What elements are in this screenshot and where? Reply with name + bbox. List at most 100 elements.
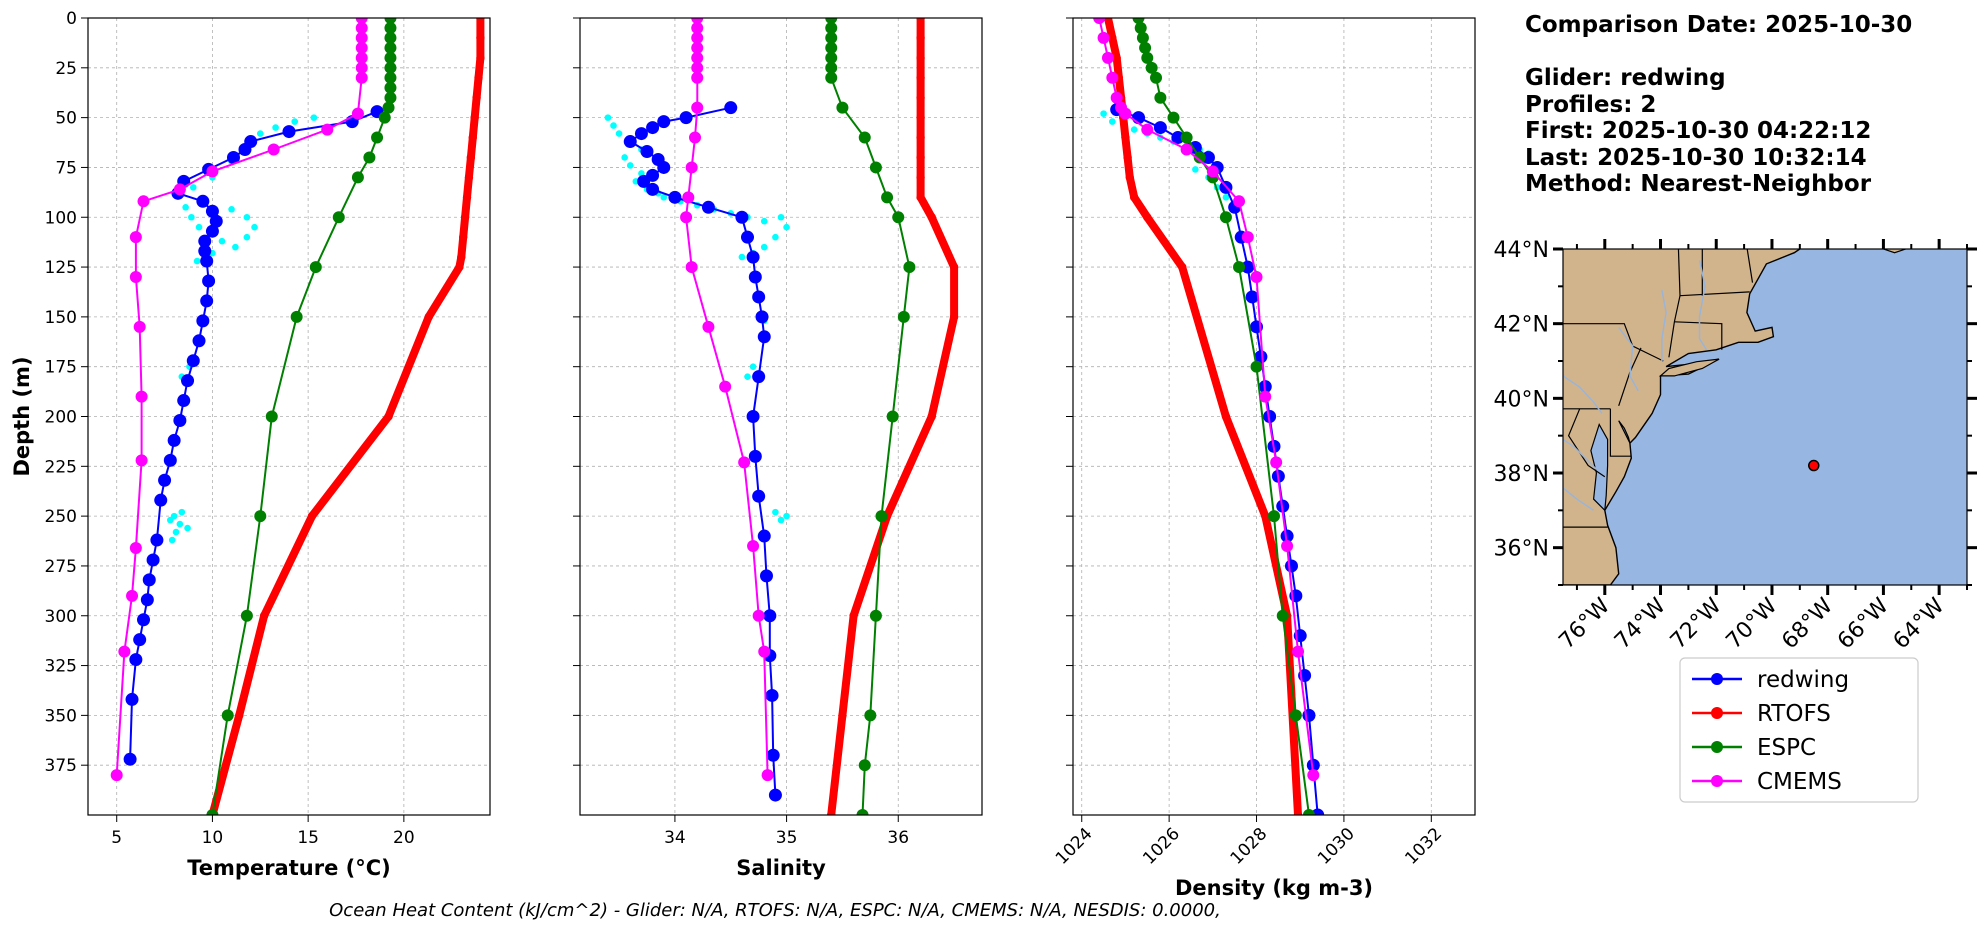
map-lon-label: 68°W: [1777, 593, 1838, 654]
data-point-CMEMS: [1281, 540, 1294, 553]
first-time: First: 2025-10-30 04:22:12: [1525, 118, 1872, 144]
data-point-CMEMS: [702, 320, 715, 333]
panel-salinity: 34 35 36 Salinity: [573, 17, 983, 880]
raw-point: [167, 516, 174, 524]
data-point-ESPC: [1289, 709, 1302, 722]
raw-point: [749, 363, 757, 370]
data-point-redwing: [1280, 529, 1294, 543]
data-point-CMEMS: [1292, 645, 1305, 658]
raw-point: [615, 130, 623, 137]
data-point-RTOFS: [459, 232, 468, 242]
data-point-RTOFS: [1178, 262, 1187, 272]
data-point-CMEMS: [135, 454, 148, 467]
data-point-ESPC: [1302, 809, 1315, 815]
data-point-RTOFS: [916, 113, 925, 122]
data-point-ESPC: [382, 101, 395, 114]
data-point-ESPC: [864, 709, 877, 722]
map-frame: [1562, 248, 1968, 586]
x-axis-label: Temperature (°C): [187, 856, 390, 880]
data-point-redwing: [205, 224, 219, 238]
data-point-redwing: [640, 144, 654, 158]
axes-frame: [87, 17, 491, 816]
raw-point: [251, 223, 258, 231]
raw-point: [772, 233, 779, 241]
legend-label-CMEMS: CMEMS: [1757, 769, 1842, 795]
data-point-CMEMS: [118, 645, 131, 658]
map-lon-label: 70°W: [1722, 593, 1783, 654]
y-tick-label: 300: [45, 607, 77, 627]
data-point-RTOFS: [849, 611, 858, 620]
raw-point: [188, 213, 195, 221]
data-point-redwing: [679, 111, 693, 125]
data-point-ESPC: [1141, 51, 1154, 64]
y-tick-label: 100: [45, 208, 77, 228]
raw-point: [1192, 166, 1199, 173]
y-tick-label: 350: [45, 706, 77, 726]
data-point-redwing: [196, 314, 210, 328]
nova-scotia: [1882, 249, 1908, 254]
state-border: [1609, 408, 1632, 457]
ohc-footer: Ocean Heat Content (kJ/cm^2) - Glider: N…: [329, 900, 1221, 921]
map-lon-label: 76°W: [1554, 593, 1615, 654]
data-point-ESPC: [221, 709, 234, 722]
raw-point: [310, 114, 318, 121]
data-point-RTOFS: [476, 53, 485, 63]
delaware-bay: [1618, 420, 1631, 444]
data-point-RTOFS: [457, 252, 466, 262]
data-point-ESPC: [858, 759, 871, 772]
data-point-RTOFS: [259, 611, 269, 620]
data-point-redwing: [646, 182, 660, 196]
data-point-RTOFS: [384, 412, 393, 421]
legend-label-RTOFS: RTOFS: [1757, 701, 1831, 727]
profiles-count: Profiles: 2: [1525, 91, 1657, 118]
data-point-redwing: [1153, 121, 1167, 135]
data-point-ESPC: [886, 410, 899, 423]
long-island: [1658, 358, 1720, 377]
data-point-CMEMS: [691, 41, 704, 54]
x-tick-label: 1030: [1314, 824, 1359, 869]
raw-point: [777, 516, 785, 524]
x-tick-label: 34: [664, 828, 686, 848]
data-point-RTOFS: [1103, 18, 1113, 23]
data-point-RTOFS: [927, 412, 936, 421]
data-point-ESPC: [825, 41, 838, 54]
data-point-CMEMS: [1206, 165, 1219, 178]
data-point-ESPC: [1139, 41, 1152, 54]
legend-label-ESPC: ESPC: [1757, 735, 1816, 761]
plot-area-salinity: [604, 18, 959, 815]
data-point-redwing: [646, 121, 660, 135]
data-point-CMEMS: [1180, 143, 1193, 156]
data-point-RTOFS: [916, 133, 925, 142]
data-point-RTOFS: [235, 711, 244, 720]
data-point-ESPC: [332, 211, 345, 224]
data-point-ESPC: [384, 31, 397, 44]
data-point-CMEMS: [1097, 31, 1110, 44]
data-point-ESPC: [363, 151, 376, 164]
data-point-ESPC: [897, 310, 910, 323]
data-point-RTOFS: [927, 213, 936, 222]
data-point-redwing: [133, 633, 147, 647]
data-point-redwing: [623, 135, 637, 149]
grid-temperature: [88, 17, 490, 815]
data-point-redwing: [634, 127, 648, 141]
raw-point: [1109, 118, 1116, 125]
raw-point: [744, 373, 751, 380]
data-point-redwing: [1245, 290, 1259, 304]
glider-location-marker: [1808, 459, 1820, 472]
data-point-redwing: [123, 752, 137, 766]
data-point-RTOFS: [916, 93, 925, 102]
raw-point: [218, 237, 226, 245]
river: [1563, 375, 1603, 414]
raw-point: [660, 194, 668, 201]
data-point-CMEMS: [689, 131, 702, 144]
data-point-CMEMS: [355, 71, 368, 84]
last-time: Last: 2025-10-30 10:32:14: [1525, 144, 1867, 171]
data-point-CMEMS: [355, 41, 368, 54]
data-point-ESPC: [856, 809, 869, 815]
data-point-ESPC: [858, 131, 871, 144]
x-tick-label: 1028: [1227, 824, 1272, 869]
data-point-ESPC: [1250, 360, 1263, 373]
data-point-redwing: [181, 374, 195, 388]
raw-point: [168, 536, 176, 544]
grid-salinity: [580, 17, 982, 815]
